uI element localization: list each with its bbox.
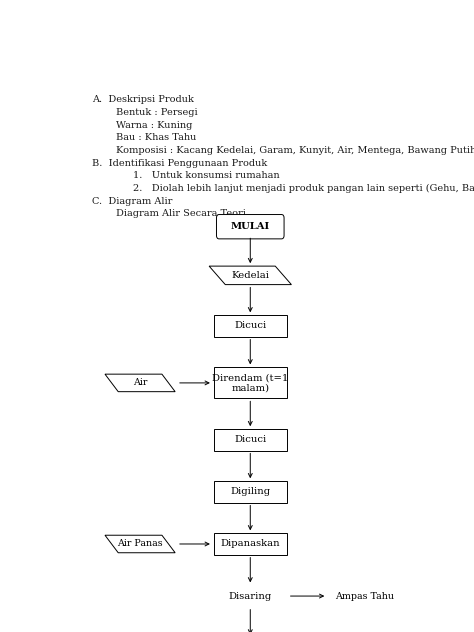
Text: Kedelai: Kedelai xyxy=(231,271,269,280)
Polygon shape xyxy=(105,374,175,392)
Polygon shape xyxy=(329,587,399,605)
Text: 2.   Diolah lebih lanjut menjadi produk pangan lain seperti (Gehu, Baso Tahu, dl: 2. Diolah lebih lanjut menjadi produk pa… xyxy=(133,184,474,193)
Text: Dicuci: Dicuci xyxy=(234,322,266,331)
Text: Bau : Khas Tahu: Bau : Khas Tahu xyxy=(116,133,197,142)
Text: Air Panas: Air Panas xyxy=(117,540,163,549)
Text: B.  Identifikasi Penggunaan Produk: B. Identifikasi Penggunaan Produk xyxy=(92,159,267,167)
FancyBboxPatch shape xyxy=(217,214,284,239)
Bar xyxy=(213,585,287,607)
Text: Bentuk : Persegi: Bentuk : Persegi xyxy=(116,108,198,117)
Bar xyxy=(213,429,287,451)
Text: C.  Diagram Alir: C. Diagram Alir xyxy=(92,197,173,205)
Text: Dipanaskan: Dipanaskan xyxy=(220,540,280,549)
Text: Direndam (t=1
malam): Direndam (t=1 malam) xyxy=(212,374,289,392)
Text: Air: Air xyxy=(133,379,147,387)
Text: Diagram Alir Secara Teori: Diagram Alir Secara Teori xyxy=(116,209,246,218)
Text: Ampas Tahu: Ampas Tahu xyxy=(335,592,393,600)
Bar xyxy=(213,367,287,399)
Text: MULAI: MULAI xyxy=(231,222,270,231)
Text: Dicuci: Dicuci xyxy=(234,435,266,444)
Polygon shape xyxy=(105,535,175,553)
Text: Warna : Kuning: Warna : Kuning xyxy=(116,121,192,130)
Text: Digiling: Digiling xyxy=(230,487,270,496)
Bar xyxy=(213,315,287,337)
Text: Disaring: Disaring xyxy=(228,592,272,600)
Text: Komposisi : Kacang Kedelai, Garam, Kunyit, Air, Mentega, Bawang Putih.: Komposisi : Kacang Kedelai, Garam, Kunyi… xyxy=(116,146,474,155)
Polygon shape xyxy=(209,266,292,284)
Text: A.  Deskripsi Produk: A. Deskripsi Produk xyxy=(92,95,194,104)
Bar xyxy=(213,481,287,502)
Text: 1.   Untuk konsumsi rumahan: 1. Untuk konsumsi rumahan xyxy=(133,171,279,180)
Bar xyxy=(213,533,287,555)
